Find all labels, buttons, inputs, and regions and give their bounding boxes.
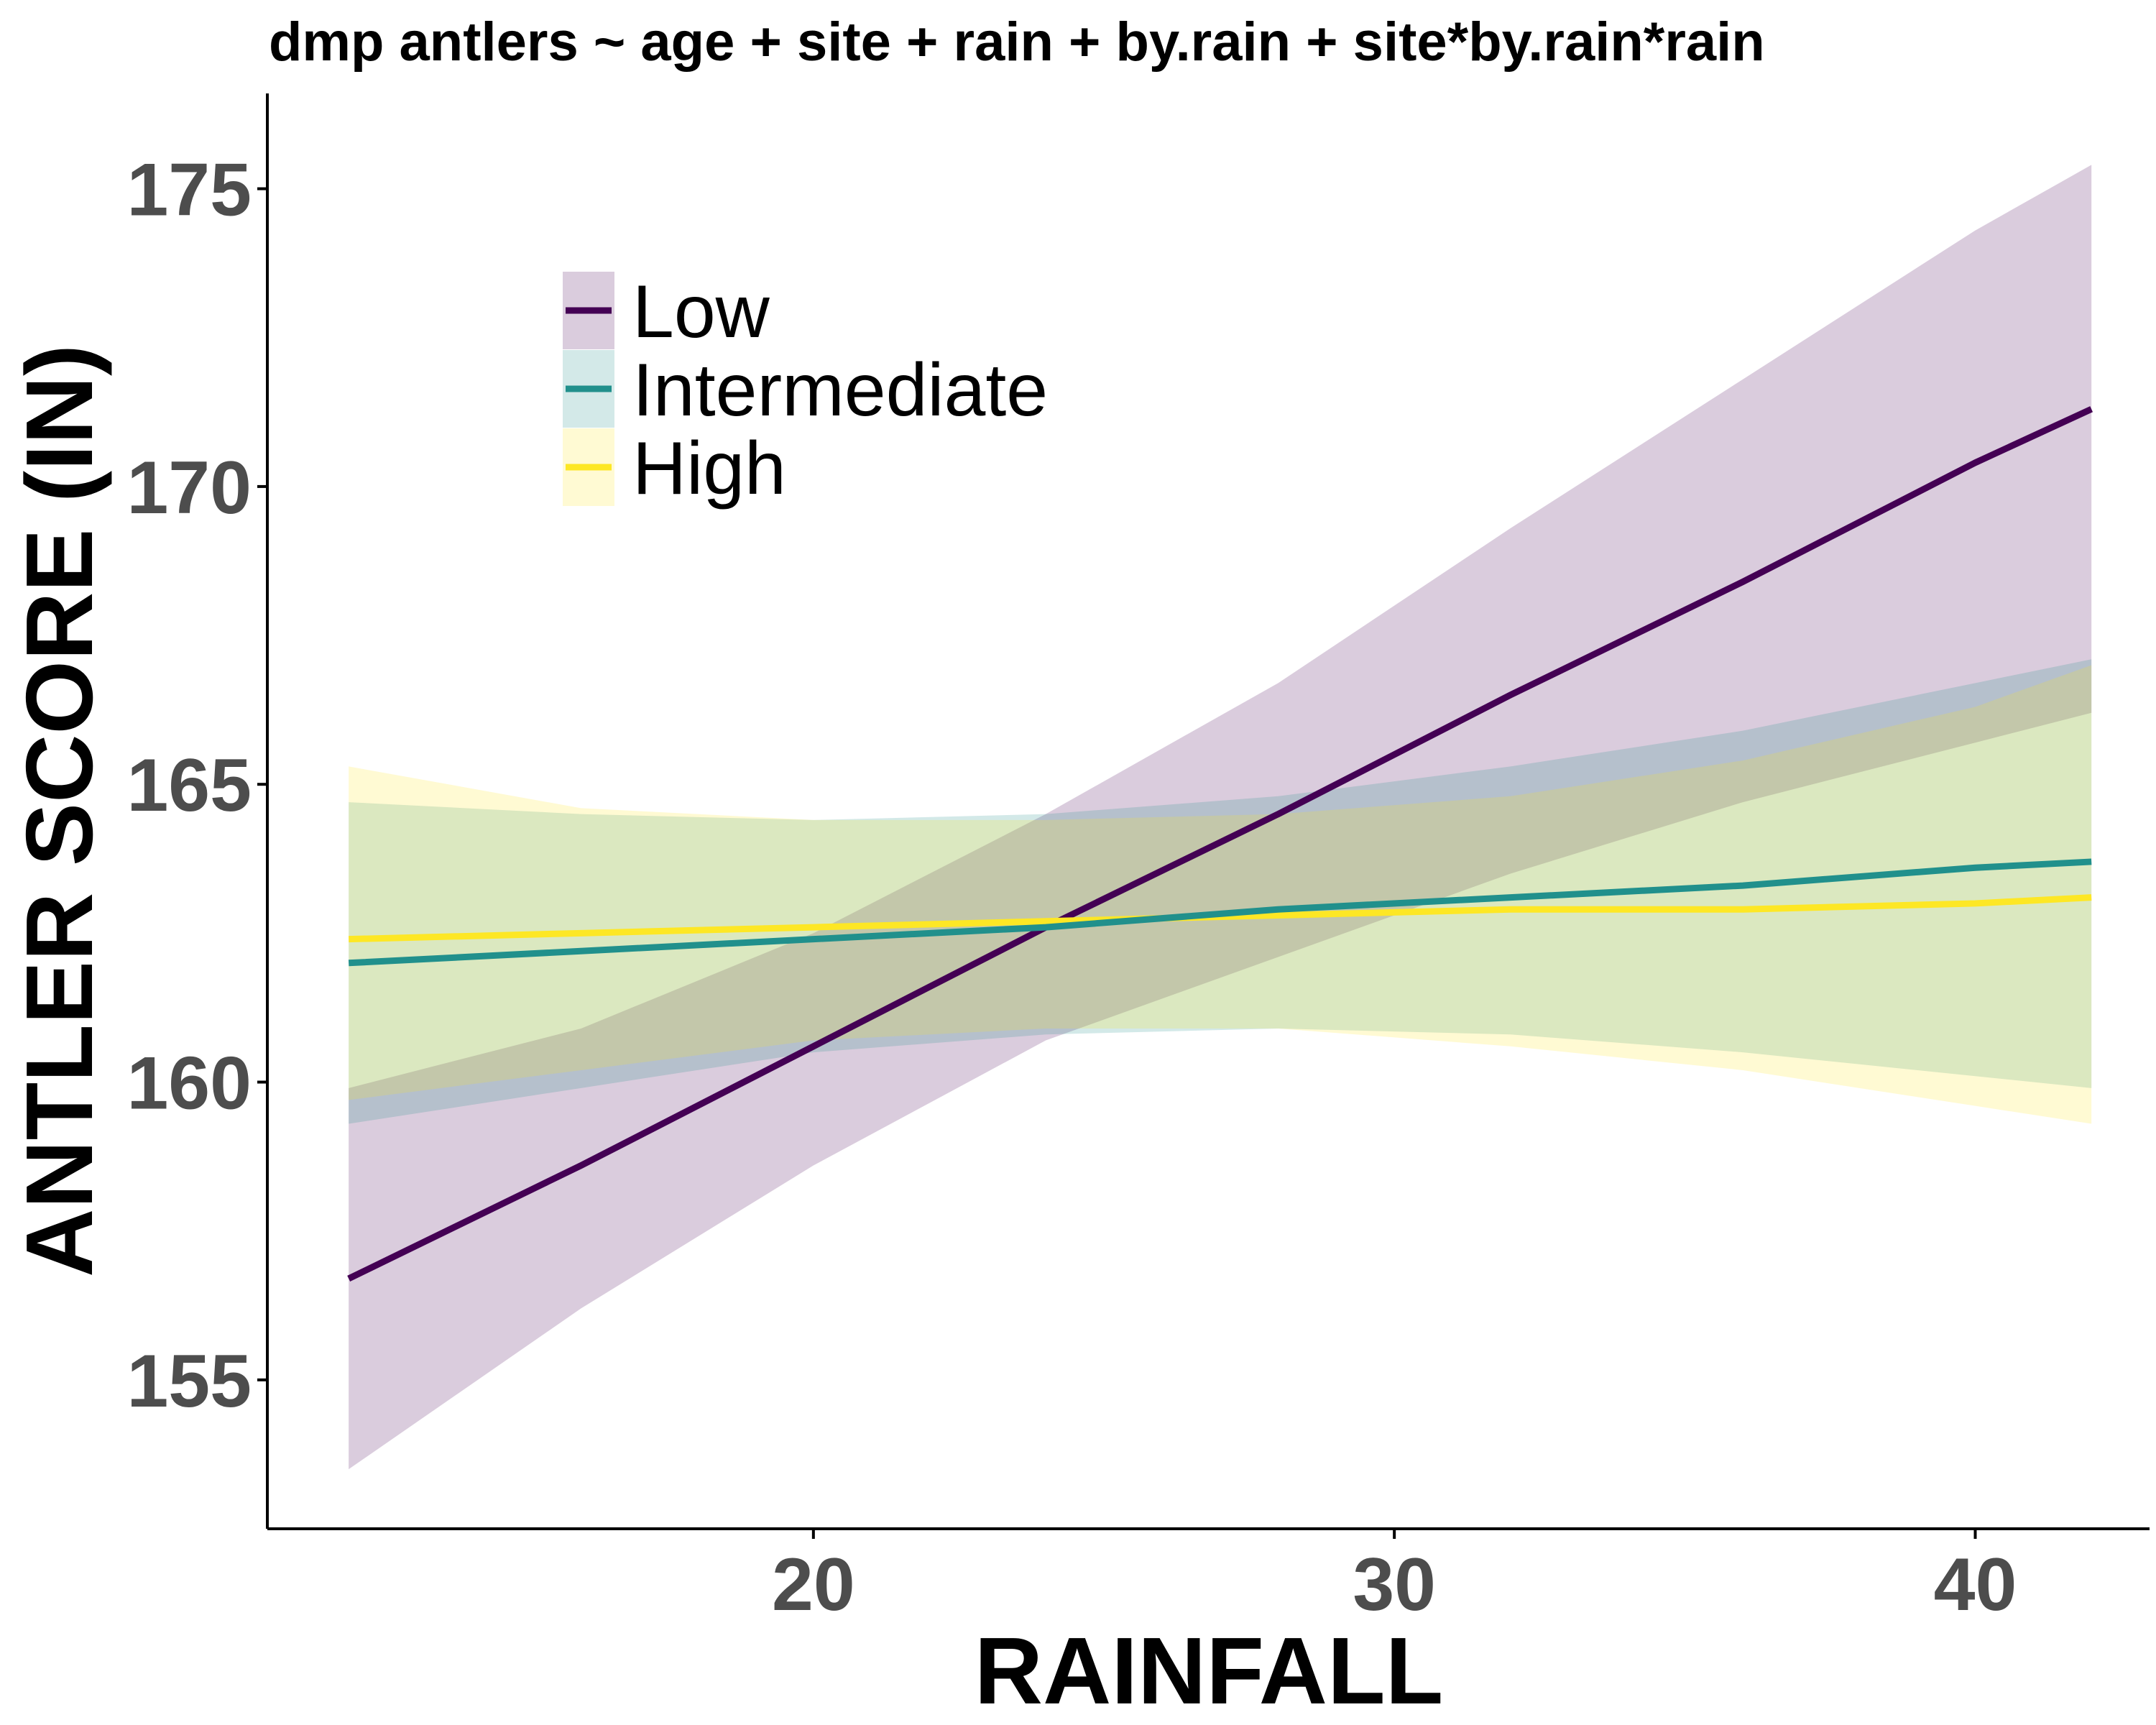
line-high [349, 894, 2092, 943]
y-tick-label: 165 [126, 744, 252, 827]
band-high [349, 665, 2092, 1124]
legend-label: Intermediate [632, 349, 1048, 432]
series-lines [347, 406, 2093, 1282]
y-tick-label: 155 [126, 1340, 252, 1423]
band-intermediate [349, 659, 2092, 1124]
x-axis-title: RAINFALL [975, 1618, 1444, 1724]
legend-item-intermediate: Intermediate [563, 349, 1048, 432]
y-axis-ticks: 155 160 165 170 175 [126, 149, 267, 1423]
confidence-bands [349, 165, 2092, 1470]
x-tick-label: 30 [1353, 1543, 1436, 1627]
y-tick-label: 170 [126, 446, 252, 530]
x-tick-label: 20 [772, 1543, 855, 1627]
line-intermediate [348, 858, 2092, 967]
legend-item-high: High [563, 427, 786, 510]
chart-title: dmp antlers ~ age + site + rain + by.rai… [269, 12, 1765, 73]
band-low [349, 165, 2092, 1470]
line-low [347, 406, 2093, 1282]
x-axis-ticks: 20 30 40 [772, 1529, 2017, 1627]
y-tick-label: 160 [126, 1042, 252, 1126]
x-tick-label: 40 [1934, 1543, 2017, 1627]
legend-label: High [632, 427, 786, 510]
y-axis-title: ANTLER SCORE (IN) [6, 344, 112, 1277]
legend-item-low: Low [563, 270, 770, 354]
legend-label: Low [632, 270, 770, 354]
y-tick-label: 175 [126, 149, 252, 232]
